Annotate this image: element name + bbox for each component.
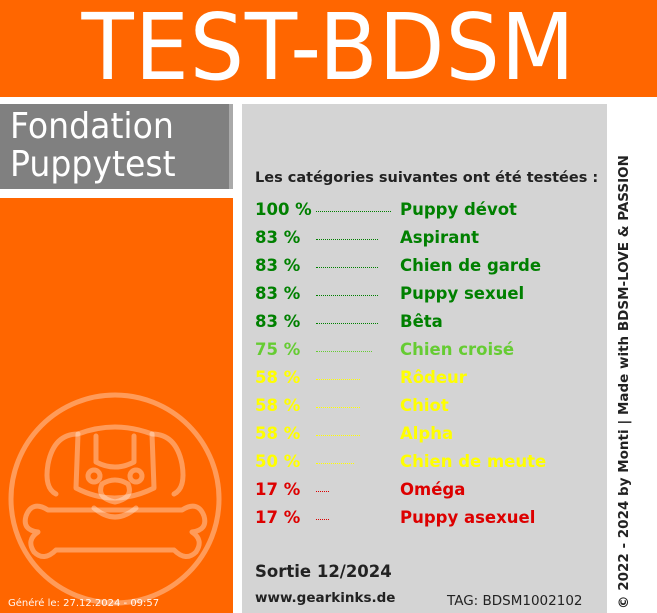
release-date: Sortie 12/2024 [255, 562, 392, 581]
result-percent: 83 % [255, 284, 301, 303]
result-percent: 75 % [255, 340, 301, 359]
result-row: 58 % Alpha [255, 424, 595, 448]
tag-id: TAG: BDSM1002102 [447, 593, 583, 609]
result-percent: 83 % [255, 312, 301, 331]
result-category: Puppy dévot [400, 200, 517, 219]
result-row: 83 % Aspirant [255, 228, 595, 252]
results-intro: Les catégories suivantes ont été testées… [255, 170, 599, 186]
result-leader-line [316, 435, 360, 436]
result-percent: 83 % [255, 228, 301, 247]
foundation-line-2: Puppytest [10, 144, 176, 185]
result-row: 58 % Rôdeur [255, 368, 595, 392]
result-percent: 58 % [255, 424, 301, 443]
copyright-text: © 2022 - 2024 by Monti | Made with BDSM-… [616, 155, 632, 609]
header-banner: TEST-BDSM [0, 0, 657, 101]
result-percent: 50 % [255, 452, 301, 471]
result-category: Puppy sexuel [400, 284, 525, 303]
result-percent: 58 % [255, 368, 301, 387]
result-leader-line [316, 267, 378, 268]
result-percent: 58 % [255, 396, 301, 415]
website-link[interactable]: www.gearkinks.de [255, 590, 396, 606]
result-leader-line [316, 351, 372, 352]
side-strip [610, 100, 657, 613]
result-row: 50 % Chien de meute [255, 452, 595, 476]
foundation-line-1: Fondation [10, 106, 174, 147]
result-category: Chiot [400, 396, 449, 415]
result-row: 17 % Puppy asexuel [255, 508, 595, 532]
result-leader-line [316, 295, 378, 296]
result-category: Puppy asexuel [400, 508, 536, 527]
result-row: 100 % Puppy dévot [255, 200, 595, 224]
result-leader-line [316, 519, 329, 520]
result-row: 58 % Chiot [255, 396, 595, 420]
result-leader-line [316, 211, 391, 212]
result-row: 17 % Oméga [255, 480, 595, 504]
result-row: 75 % Chien croisé [255, 340, 595, 364]
result-percent: 83 % [255, 256, 301, 275]
result-category: Bêta [400, 312, 443, 331]
result-leader-line [316, 463, 354, 464]
result-percent: 17 % [255, 480, 301, 499]
page-title: TEST-BDSM [81, 0, 576, 101]
result-leader-line [316, 407, 360, 408]
result-category: Alpha [400, 424, 454, 443]
result-row: 83 % Bêta [255, 312, 595, 336]
result-category: Rôdeur [400, 368, 467, 387]
foundation-box: Fondation Puppytest [0, 104, 233, 189]
results-panel: Les catégories suivantes ont été testées… [242, 104, 607, 613]
orange-side-panel: Généré le: 27.12.2024 - 09:57 [0, 198, 233, 613]
result-category: Chien de garde [400, 256, 542, 275]
generated-date: Généré le: 27.12.2024 - 09:57 [8, 598, 160, 609]
result-percent: 17 % [255, 508, 301, 527]
result-leader-line [316, 491, 329, 492]
result-category: Chien croisé [400, 340, 515, 359]
result-category: Chien de meute [400, 452, 547, 471]
result-category: Aspirant [400, 228, 479, 247]
result-leader-line [316, 239, 378, 240]
result-leader-line [316, 323, 378, 324]
result-percent: 100 % [255, 200, 312, 219]
result-category: Oméga [400, 480, 466, 499]
puppy-bone-icon [8, 392, 222, 606]
result-row: 83 % Puppy sexuel [255, 284, 595, 308]
result-leader-line [316, 379, 360, 380]
result-row: 83 % Chien de garde [255, 256, 595, 280]
